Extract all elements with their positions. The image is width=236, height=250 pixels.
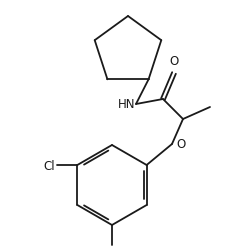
Text: O: O [169,55,179,68]
Text: Cl: Cl [44,159,55,172]
Text: O: O [176,138,185,151]
Text: HN: HN [118,98,136,111]
Text: NH₂: NH₂ [101,249,123,250]
